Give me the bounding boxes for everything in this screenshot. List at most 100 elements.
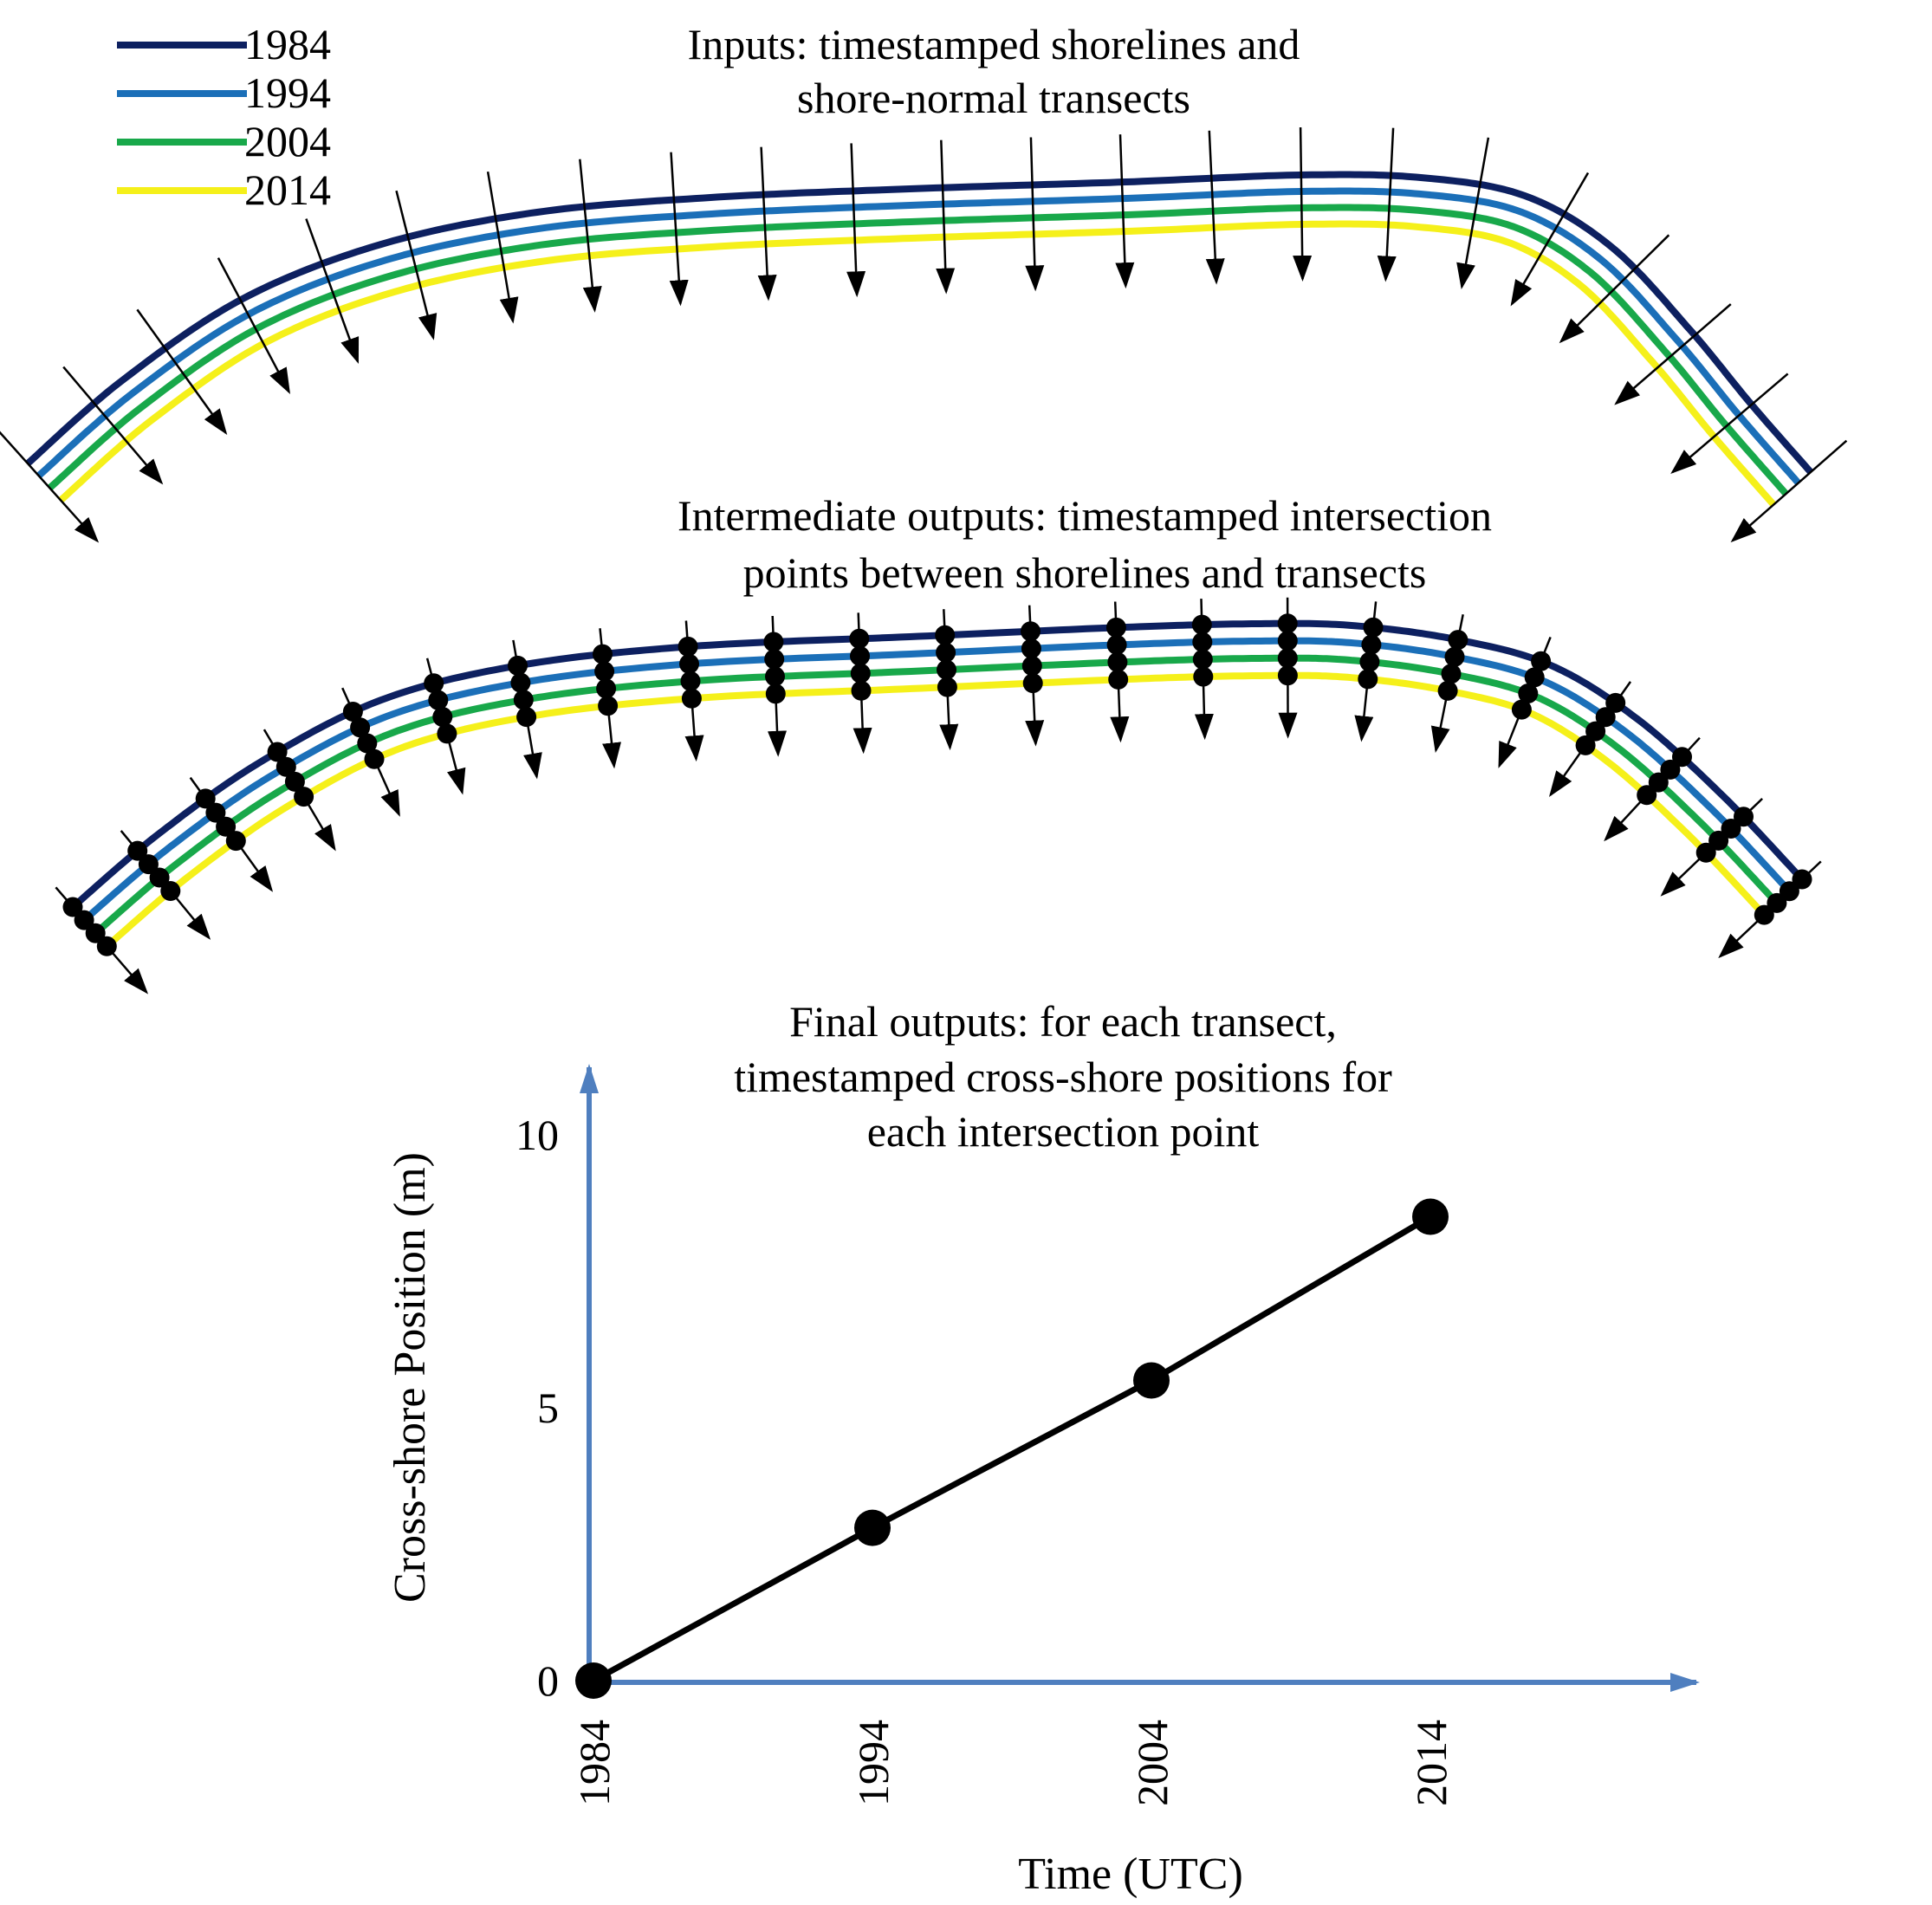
panel-final: Final outputs: for each transect, timest… xyxy=(386,997,1700,1899)
inputs-transect-arrow xyxy=(1377,127,1397,282)
y-tick-labels: 0 5 10 xyxy=(515,1111,559,1705)
intersection-point-2004 xyxy=(149,867,170,888)
intersection-point-1984 xyxy=(763,632,784,652)
intersection-point-2014 xyxy=(598,696,619,716)
intersection-point-2004 xyxy=(1518,684,1539,703)
intersection-point-2004 xyxy=(1648,772,1669,793)
inputs-transect-arrow xyxy=(757,146,777,301)
inputs-shorelines xyxy=(25,171,1813,508)
intersection-point-1994 xyxy=(1721,819,1741,839)
intersection-point-1984 xyxy=(1672,747,1692,768)
intersection-point-2014 xyxy=(225,831,246,852)
y-tick-label: 10 xyxy=(515,1111,559,1159)
intersection-point-1984 xyxy=(267,742,288,762)
legend-item-2014: 2014 xyxy=(117,165,331,214)
intermediate-caption-line2: points between shorelines and transects xyxy=(743,548,1427,597)
inputs-shoreline-2004 xyxy=(47,204,1789,496)
intersection-point-2004 xyxy=(1021,656,1042,677)
intersection-point-1984 xyxy=(127,840,148,861)
inputs-shoreline-2014 xyxy=(58,220,1777,508)
intersection-point-1984 xyxy=(1792,869,1812,890)
inputs-shoreline-1994 xyxy=(36,187,1801,486)
inputs-transect-arrow xyxy=(62,366,164,485)
intersection-point-1994 xyxy=(350,717,371,738)
legend-label-2004: 2004 xyxy=(244,117,331,165)
intersection-point-1994 xyxy=(936,642,956,663)
intersection-point-1984 xyxy=(195,788,216,809)
intersection-point-1984 xyxy=(1105,617,1126,638)
data-point-2004 xyxy=(1133,1362,1170,1399)
series-line xyxy=(592,1214,1432,1684)
x-tick-label: 2004 xyxy=(1128,1720,1177,1806)
intersection-point-2014 xyxy=(1637,785,1657,806)
intersection-point-2004 xyxy=(1585,721,1606,742)
series-cross-shore-position xyxy=(575,1198,1449,1699)
intersection-point-1984 xyxy=(424,673,444,694)
intersection-point-2014 xyxy=(1358,669,1378,690)
intersection-point-1994 xyxy=(510,672,531,693)
intersection-point-2014 xyxy=(96,936,117,956)
intersection-point-1994 xyxy=(138,854,159,875)
x-tick-label: 2014 xyxy=(1407,1720,1455,1806)
data-point-1994 xyxy=(854,1509,891,1546)
inputs-transect-arrow xyxy=(217,257,291,395)
legend-item-1994: 1994 xyxy=(117,68,331,117)
inputs-transect-arrow xyxy=(305,218,360,365)
x-tick-labels: 1984 1994 2004 2014 xyxy=(570,1720,1455,1806)
inputs-transect-arrow xyxy=(1293,126,1313,282)
intersection-point-2014 xyxy=(294,787,314,807)
intersection-point-1984 xyxy=(935,625,956,645)
intersection-point-1984 xyxy=(1021,621,1041,642)
y-axis-label: Cross-shore Position (m) xyxy=(386,1152,435,1603)
intersection-point-1984 xyxy=(1277,613,1298,634)
x-axis-label: Time (UTC) xyxy=(1018,1850,1243,1899)
y-tick-label: 5 xyxy=(537,1383,559,1432)
intersection-point-2014 xyxy=(1575,735,1596,755)
intersection-point-1984 xyxy=(508,655,528,676)
intersection-point-1994 xyxy=(1192,632,1213,652)
panel-inputs: Inputs: timestamped shorelines and shore… xyxy=(0,20,1848,543)
intersection-point-2014 xyxy=(1022,673,1043,694)
intersection-point-2004 xyxy=(1767,892,1787,913)
intersection-point-1994 xyxy=(679,653,699,674)
intersection-point-2014 xyxy=(1754,904,1774,925)
intersection-point-1984 xyxy=(593,644,613,664)
intersection-point-1994 xyxy=(594,661,615,682)
intersection-point-2014 xyxy=(681,688,702,709)
intersection-point-2004 xyxy=(765,666,785,687)
intersection-point-1994 xyxy=(1444,646,1465,667)
intermediate-caption-line1: Intermediate outputs: timestamped inters… xyxy=(677,491,1492,540)
inputs-transect-arrow xyxy=(1670,373,1789,474)
inputs-caption-line2: shore-normal transects xyxy=(797,74,1190,122)
intersection-point-1994 xyxy=(764,649,785,670)
intersection-point-1984 xyxy=(849,628,870,649)
intersection-point-2004 xyxy=(432,707,453,727)
intersection-point-2004 xyxy=(596,678,617,699)
x-tick-label: 1984 xyxy=(570,1720,619,1806)
inputs-transect-arrow xyxy=(1205,130,1225,285)
intersection-point-2014 xyxy=(1695,842,1716,863)
inputs-shoreline-1984 xyxy=(25,171,1813,475)
intersection-point-1984 xyxy=(1363,617,1384,638)
final-caption-line3: each intersection point xyxy=(867,1107,1260,1156)
inputs-transect-arrow xyxy=(579,159,602,313)
intersection-point-2004 xyxy=(1192,649,1213,670)
intersection-point-2014 xyxy=(937,677,957,697)
inputs-transect-arrow xyxy=(1614,303,1732,405)
intersection-point-1984 xyxy=(1734,807,1754,827)
inputs-transects xyxy=(0,126,1848,543)
intersection-point-1994 xyxy=(1779,881,1799,902)
intersection-point-1994 xyxy=(1277,631,1298,651)
intersection-point-2004 xyxy=(1107,651,1128,672)
inputs-transect-arrow xyxy=(0,431,100,543)
intersection-point-2014 xyxy=(1277,665,1298,686)
legend-item-1984: 1984 xyxy=(117,20,331,68)
intersection-point-2014 xyxy=(160,881,181,901)
intersection-point-1994 xyxy=(1524,667,1545,688)
intersection-point-2004 xyxy=(1359,651,1380,672)
intersection-point-1994 xyxy=(1021,638,1041,659)
intersection-point-1994 xyxy=(1660,759,1681,780)
inputs-transect-arrow xyxy=(669,152,689,307)
intersection-point-1984 xyxy=(1448,630,1468,651)
data-point-1984 xyxy=(575,1662,612,1699)
